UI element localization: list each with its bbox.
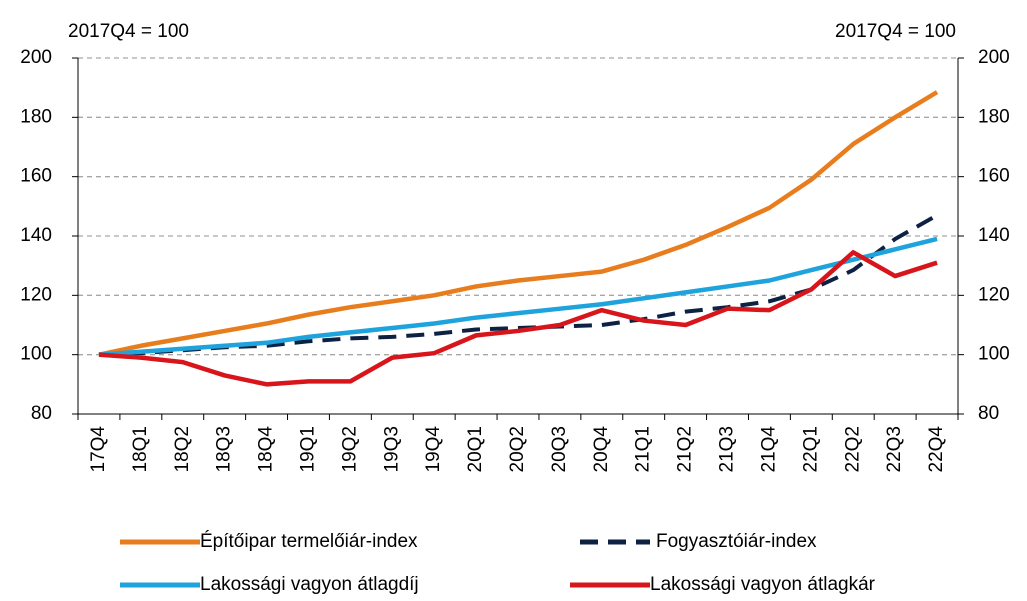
y2-tick-label: 100 [978,344,1010,365]
x-tick-label: 19Q4 [423,426,444,473]
series-line [98,250,938,387]
series-line [98,236,938,357]
x-tick-label: 18Q3 [214,426,235,472]
x-tick-label: 21Q2 [675,426,696,472]
x-tick-label: 22Q2 [842,426,863,472]
x-tick-label: 18Q1 [130,426,151,472]
x-tick-label: 20Q2 [507,426,528,472]
series-line [98,213,939,357]
y-tick-label: 120 [20,284,52,305]
x-tick-label: 18Q2 [172,426,193,472]
y-unit-label: 2017Q4 = 100 [68,21,189,42]
x-tick-label: 21Q1 [633,426,654,472]
y-tick-label: 80 [31,403,52,424]
x-tick-label: 20Q4 [591,426,612,473]
y-tick-label: 180 [20,106,52,127]
x-tick-label: 17Q4 [88,426,109,473]
y2-tick-label: 140 [978,225,1010,246]
y-tick-label: 100 [20,344,52,365]
x-tick-label: 22Q1 [800,426,821,472]
y2-tick-label: 160 [978,166,1010,187]
legend-label: Lakossági vagyon átlagdíj [200,574,419,595]
x-tick-label: 19Q2 [339,426,360,472]
y2-unit-label: 2017Q4 = 100 [835,21,956,42]
series-line [98,90,939,357]
y2-tick-label: 200 [978,47,1010,68]
y2-tick-label: 120 [978,284,1010,305]
x-tick-label: 19Q1 [297,426,318,472]
legend-label: Lakossági vagyon átlagkár [650,574,876,595]
x-tick-label: 22Q3 [884,426,905,472]
legend-label: Építőipar termelőiár-index [200,531,418,552]
x-tick-label: 22Q4 [926,426,947,473]
x-tick-label: 20Q3 [549,426,570,472]
x-tick-label: 21Q4 [758,426,779,473]
y-tick-label: 160 [20,166,52,187]
x-tick-label: 18Q4 [256,426,277,473]
x-tick-label: 20Q1 [465,426,486,472]
x-tick-label: 21Q3 [717,426,738,472]
y2-tick-label: 180 [978,106,1010,127]
y-tick-label: 140 [20,225,52,246]
y-tick-label: 200 [20,47,52,68]
x-tick-label: 19Q3 [381,426,402,472]
legend-label: Fogyasztóiár-index [656,531,817,552]
y2-tick-label: 80 [978,403,999,424]
